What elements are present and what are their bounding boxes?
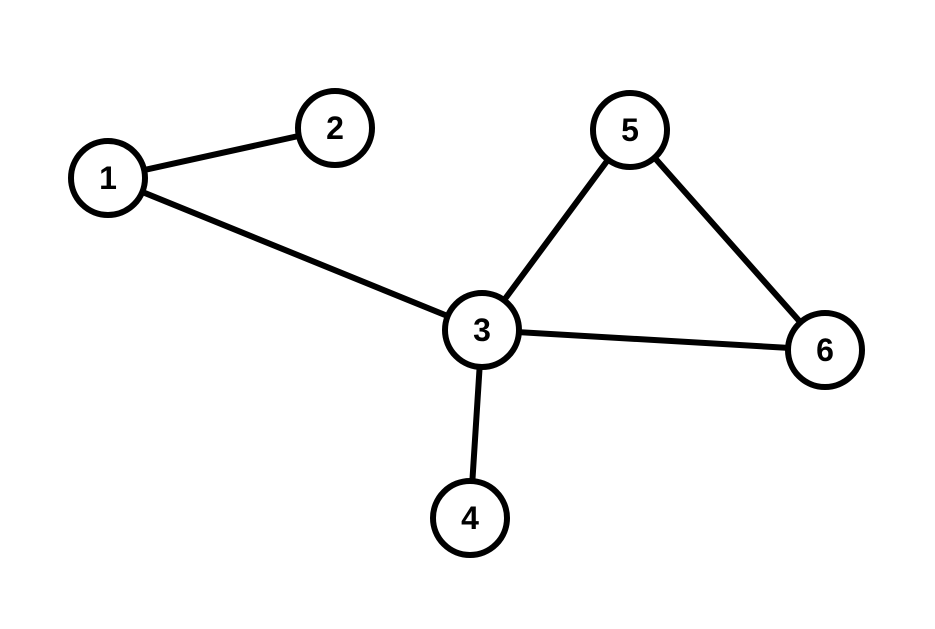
node-6: 6 xyxy=(785,310,865,390)
node-3: 3 xyxy=(442,290,522,370)
network-graph: 1 2 3 4 5 6 xyxy=(0,0,935,629)
node-2: 2 xyxy=(295,88,375,168)
node-label: 4 xyxy=(461,500,479,537)
node-label: 6 xyxy=(816,332,834,369)
edge-1-3 xyxy=(108,178,482,330)
edge-3-6 xyxy=(482,330,825,350)
edge-5-6 xyxy=(630,130,825,350)
node-label: 2 xyxy=(326,110,344,147)
node-5: 5 xyxy=(590,90,670,170)
node-1: 1 xyxy=(68,138,148,218)
node-4: 4 xyxy=(430,478,510,558)
node-label: 5 xyxy=(621,112,639,149)
node-label: 1 xyxy=(99,160,117,197)
node-label: 3 xyxy=(473,312,491,349)
